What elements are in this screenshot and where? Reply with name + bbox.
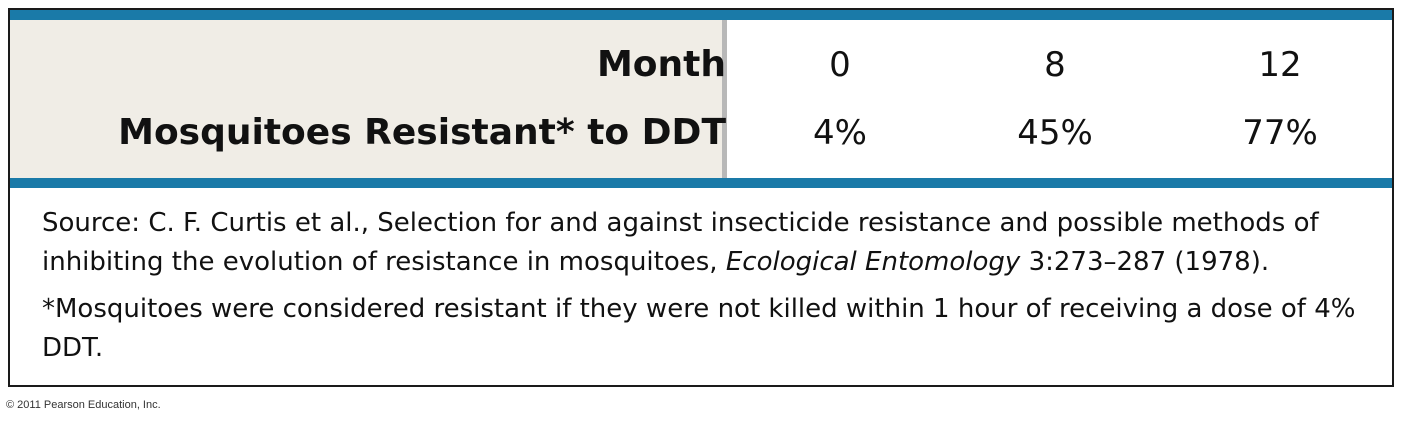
middle-accent-bar bbox=[10, 178, 1392, 188]
source-journal: Ecological Entomology bbox=[725, 247, 1021, 277]
copyright-notice: © 2011 Pearson Education, Inc. bbox=[6, 399, 161, 411]
cell-resistant-month-12: 77% bbox=[1242, 113, 1318, 153]
cell-month-12: 12 bbox=[1258, 45, 1302, 85]
row-header-resistant: Mosquitoes Resistant* to DDT bbox=[118, 112, 726, 153]
source-text: Source: C. F. Curtis et al., Selection f… bbox=[42, 208, 1319, 277]
source-details: 3:273–287 (1978). bbox=[1020, 247, 1270, 277]
row-header-month: Month bbox=[596, 44, 726, 85]
data-table: Month Mosquitoes Resistant* to DDT 0 8 1… bbox=[8, 8, 1394, 387]
source-citation: Source: C. F. Curtis et al., Selection f… bbox=[42, 204, 1372, 282]
top-accent-bar bbox=[10, 10, 1392, 20]
cell-month-8: 8 bbox=[1044, 45, 1066, 85]
footnote: *Mosquitoes were considered resistant if… bbox=[42, 294, 1356, 363]
cell-resistant-month-0: 4% bbox=[813, 113, 867, 153]
table-notes: Source: C. F. Curtis et al., Selection f… bbox=[42, 204, 1372, 368]
header-divider bbox=[722, 20, 727, 178]
cell-resistant-month-8: 45% bbox=[1017, 113, 1093, 153]
row-header-panel bbox=[10, 20, 722, 178]
cell-month-0: 0 bbox=[829, 45, 851, 85]
